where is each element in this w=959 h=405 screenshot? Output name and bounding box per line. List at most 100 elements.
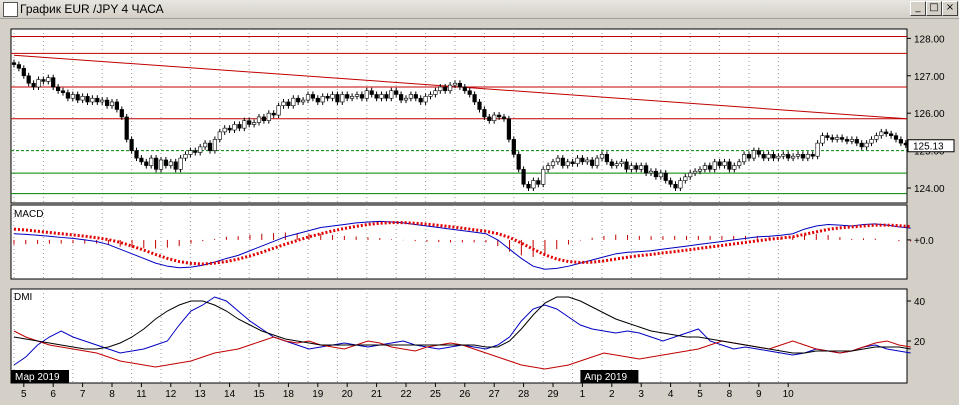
candle-body — [149, 157, 154, 166]
candle-body — [119, 109, 124, 118]
candle-body — [340, 94, 345, 103]
candle-body — [286, 101, 291, 107]
candle-body — [717, 161, 722, 166]
x-tick-label: 14 — [224, 389, 236, 400]
candle-body — [732, 165, 737, 170]
candle-body — [335, 94, 340, 103]
x-tick-label: 27 — [489, 389, 501, 400]
candle-body — [413, 94, 418, 99]
candle-body — [835, 137, 840, 140]
candle-body — [805, 154, 810, 159]
candle-body — [16, 64, 22, 69]
candle-body — [36, 79, 41, 88]
candle-body — [874, 135, 879, 140]
candle-body — [21, 67, 26, 77]
candle-body — [506, 118, 512, 140]
candle-body — [903, 142, 908, 146]
candle-body — [26, 75, 31, 84]
month-label-box — [11, 370, 69, 383]
candle-body — [590, 159, 595, 166]
x-tick-label: 20 — [342, 389, 354, 400]
close-button[interactable]: × — [942, 1, 958, 16]
candle-body — [452, 82, 458, 86]
maximize-button[interactable]: □ — [926, 1, 942, 16]
title-bar[interactable]: График EUR /JPY 4 ЧАСА _ □ × — [0, 0, 959, 19]
chart-area[interactable]: 128.00127.00126.00125.00124.00125.13+0.0… — [0, 19, 959, 405]
candle-body — [761, 154, 766, 159]
candle-body — [492, 114, 497, 121]
candle-body — [614, 163, 619, 166]
candle-body — [697, 169, 703, 172]
candle-body — [526, 183, 531, 189]
candle-body — [55, 86, 61, 92]
candle-body — [825, 135, 830, 138]
candle-body — [893, 135, 899, 140]
minimize-button[interactable]: _ — [910, 1, 926, 16]
candle-body — [379, 94, 384, 99]
candle-body — [227, 127, 232, 131]
x-tick-label: 2 — [609, 389, 615, 400]
x-tick-label: 28 — [518, 389, 530, 400]
candle-body — [786, 154, 791, 159]
candle-body — [154, 157, 159, 170]
dmi-tick-label: 40 — [914, 297, 926, 308]
candle-body — [354, 94, 360, 97]
candle-body — [653, 170, 658, 178]
candle-body — [599, 154, 605, 159]
candle-body — [144, 161, 149, 166]
candle-body — [217, 131, 222, 140]
candle-body — [178, 157, 183, 170]
candle-body — [643, 165, 649, 174]
candle-body — [384, 94, 389, 99]
macd-panel[interactable] — [10, 204, 908, 280]
candle-body — [300, 99, 306, 103]
x-tick-label: 7 — [80, 389, 86, 400]
candle-body — [737, 161, 742, 166]
candle-body — [11, 62, 17, 65]
x-tick-label: 6 — [50, 389, 56, 400]
candle-body — [864, 142, 869, 148]
candle-body — [511, 139, 516, 155]
x-tick-label: 21 — [371, 389, 383, 400]
x-tick-label: 3 — [638, 389, 644, 400]
candle-body — [555, 157, 560, 163]
candle-body — [839, 137, 845, 140]
candle-body — [389, 90, 394, 99]
candle-body — [443, 86, 448, 92]
candle-body — [854, 139, 859, 144]
candle-body — [712, 161, 717, 170]
candle-body — [198, 146, 203, 153]
x-tick-label: 8 — [109, 389, 115, 400]
candle-body — [124, 116, 129, 140]
candle-body — [65, 92, 70, 99]
candle-body — [105, 99, 110, 107]
candle-body — [271, 112, 276, 116]
x-tick-label: 22 — [400, 389, 412, 400]
x-tick-label: 8 — [727, 389, 733, 400]
candle-body — [315, 97, 320, 103]
candle-body — [550, 161, 556, 166]
x-tick-label: 5 — [697, 389, 703, 400]
candle-body — [815, 142, 820, 157]
candle-body — [639, 165, 644, 170]
candle-body — [634, 165, 639, 170]
candle-body — [678, 180, 683, 189]
candle-body — [859, 142, 864, 148]
x-tick-label: 19 — [312, 389, 324, 400]
x-tick-label: 13 — [195, 389, 207, 400]
candle-body — [810, 154, 815, 157]
candle-body — [433, 90, 438, 95]
candle-body — [408, 94, 414, 99]
candle-body — [188, 150, 193, 155]
candle-body — [60, 90, 66, 93]
candle-body — [80, 96, 85, 101]
dmi-panel[interactable] — [10, 288, 908, 384]
candle-body — [100, 99, 105, 103]
candle-body — [325, 96, 330, 99]
candle-body — [281, 101, 286, 107]
price-panel[interactable] — [10, 28, 908, 204]
candle-body — [545, 165, 551, 170]
window-title: График EUR /JPY 4 ЧАСА — [20, 2, 164, 16]
macd-label: MACD — [14, 209, 43, 220]
candle-body — [369, 90, 374, 95]
